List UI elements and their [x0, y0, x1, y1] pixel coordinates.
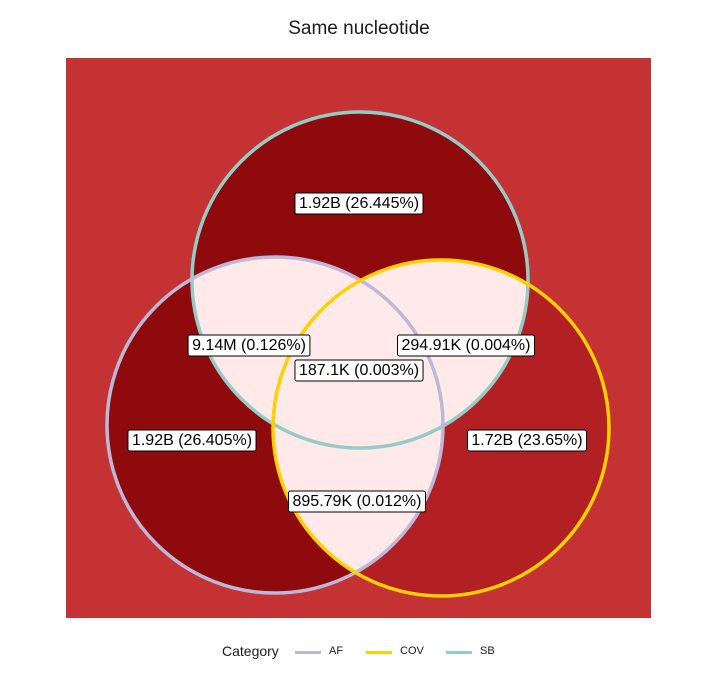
cov-only-label-text: 1.72B (23.65%) [471, 432, 582, 449]
legend-key-af [295, 651, 321, 654]
sb-af-label-box [187, 334, 311, 357]
all-sets-label-box [294, 359, 424, 382]
sb-only-label: 1.92B (26.445%) [294, 192, 424, 215]
legend-key-cov [366, 651, 392, 654]
af-only-label: 1.92B (26.405%) [127, 429, 257, 452]
all-sets-label: 187.1K (0.003%) [294, 359, 424, 382]
legend-label-af: AF [329, 645, 344, 657]
af-circle [105, 255, 445, 595]
sb-cov-label: 294.91K (0.004%) [397, 334, 535, 357]
all-sets-label-text: 187.1K (0.003%) [299, 362, 419, 379]
sb-only-label-text: 1.92B (26.445%) [299, 195, 419, 212]
af-cov-label-box [288, 490, 426, 513]
cov-only-label-box [466, 429, 588, 452]
sb-cov-label-text: 294.91K (0.004%) [402, 337, 531, 354]
legend-label-sb: SB [480, 645, 495, 657]
sb-only-label-box [294, 192, 424, 215]
region-labels: 1.92B (26.445%) 9.14M (0.126%) 294.91K (… [127, 192, 588, 513]
cov-circle [271, 258, 611, 598]
sb-af-label: 9.14M (0.126%) [187, 334, 311, 357]
legend: Category AF COV SB [0, 640, 718, 664]
legend-label-cov: COV [400, 645, 424, 657]
legend-key-sb [446, 651, 472, 654]
af-only-label-box [127, 429, 257, 452]
cov-only-label: 1.72B (23.65%) [466, 429, 588, 452]
af-cov-label: 895.79K (0.012%) [288, 490, 426, 513]
set-outlines [105, 110, 611, 598]
sb-af-label-text: 9.14M (0.126%) [192, 337, 306, 354]
af-cov-label-text: 895.79K (0.012%) [293, 493, 422, 510]
sb-cov-label-box [397, 334, 535, 357]
chart-title: Same nucleotide [288, 18, 430, 39]
legend-title: Category [222, 643, 279, 659]
af-only-label-text: 1.92B (26.405%) [132, 432, 252, 449]
